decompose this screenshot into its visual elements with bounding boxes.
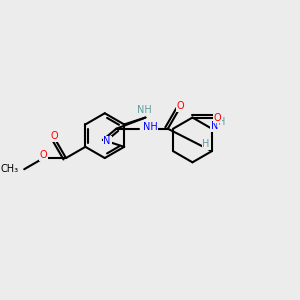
Text: CH₃: CH₃ bbox=[0, 164, 19, 174]
Text: H: H bbox=[218, 116, 226, 127]
Text: N: N bbox=[103, 136, 111, 146]
Text: H: H bbox=[202, 139, 210, 149]
Text: NH: NH bbox=[142, 122, 157, 132]
Text: O: O bbox=[51, 131, 59, 141]
Text: O: O bbox=[214, 112, 221, 122]
Text: N: N bbox=[211, 121, 218, 131]
Text: NH: NH bbox=[137, 105, 152, 116]
Text: O: O bbox=[40, 150, 47, 160]
Text: O: O bbox=[177, 101, 184, 112]
